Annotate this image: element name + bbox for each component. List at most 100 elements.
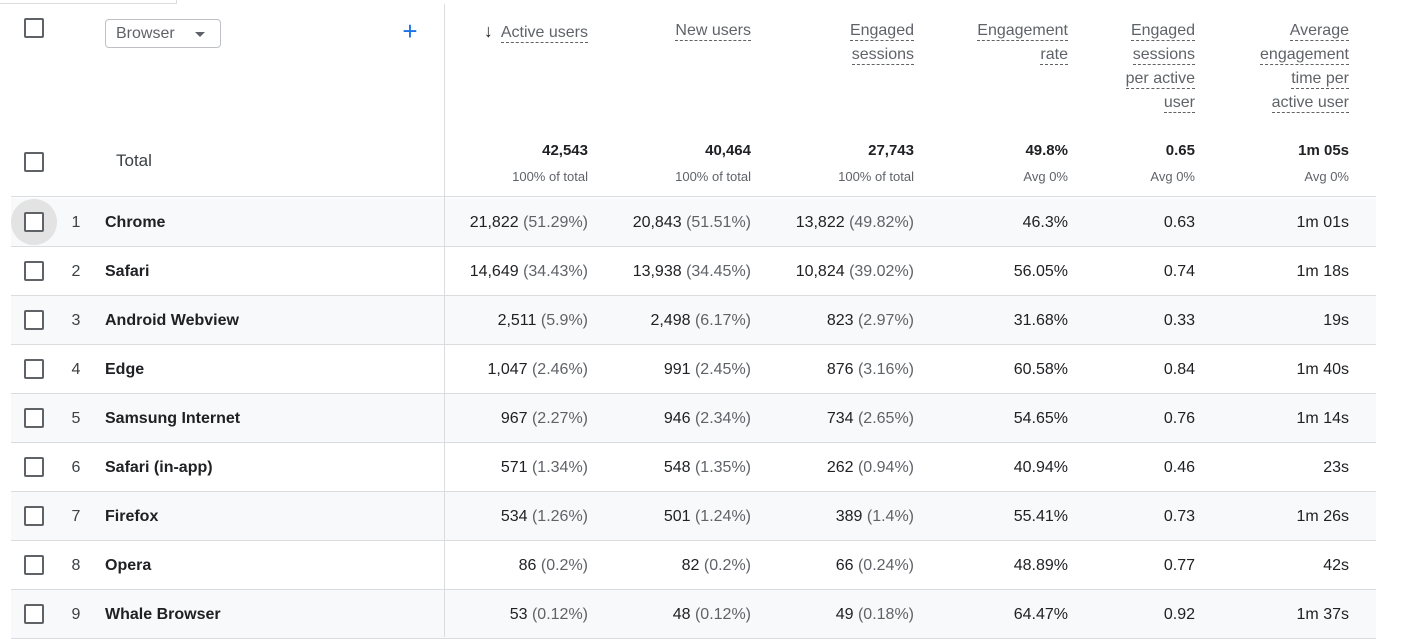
sessions-per-user-cell: 0.73: [1163, 508, 1195, 525]
total-subtext: Avg 0%: [1304, 169, 1349, 184]
total-subtext: Avg 0%: [1023, 169, 1068, 184]
column-header-engaged-sessions-per-user[interactable]: Engaged sessions per active user: [1125, 19, 1195, 115]
browser-name: Opera: [105, 557, 152, 574]
engaged-sessions-cell-value: 49: [835, 606, 854, 623]
column-header-active-users[interactable]: ↓ Active users: [484, 19, 588, 45]
active-users-cell-value: 2,511: [497, 312, 537, 329]
new-users-cell-value: 82: [681, 557, 700, 574]
active-users-cell: 53 (0.12%): [510, 606, 588, 624]
engagement-rate-cell: 55.41%: [1013, 508, 1068, 525]
row-checkbox[interactable]: [24, 408, 44, 428]
column-header-line: engagement: [1260, 43, 1349, 67]
browser-name: Safari: [105, 263, 150, 280]
column-header-text: New users: [675, 22, 751, 41]
top-border-tick: [176, 0, 177, 4]
column-header-text: Average: [1289, 22, 1349, 41]
row-rank: 2: [71, 263, 81, 280]
column-header-line: Engaged: [1126, 19, 1195, 43]
engaged-sessions-cell: 734 (2.65%): [827, 410, 914, 428]
column-header-avg-engagement-time[interactable]: Average engagement time per active user: [1260, 19, 1349, 115]
total-value: 1m 05s: [1298, 142, 1349, 159]
new-users-cell: 991 (2.45%): [664, 361, 751, 379]
dimension-dropdown[interactable]: Browser: [105, 19, 221, 48]
browser-name: Android Webview: [105, 312, 239, 329]
column-header-line: ↓ Active users: [484, 19, 588, 45]
new-users-cell-percent: (0.2%): [703, 557, 751, 574]
engaged-sessions-cell-value: 66: [835, 557, 854, 574]
avg-engagement-time-cell: 23s: [1323, 459, 1349, 476]
total-value: 49.8%: [1025, 142, 1068, 159]
engagement-rate-cell: 60.58%: [1013, 361, 1068, 378]
row-checkbox[interactable]: [24, 212, 44, 232]
new-users-cell: 48 (0.12%): [673, 606, 751, 624]
row-rank: 8: [71, 557, 81, 574]
engaged-sessions-cell: 389 (1.4%): [836, 508, 914, 526]
total-label: Total: [116, 151, 152, 170]
table-row[interactable]: [11, 394, 1376, 443]
table-row[interactable]: [11, 590, 1376, 639]
engaged-sessions-cell-percent: (49.82%): [849, 214, 914, 231]
add-dimension-plus-icon[interactable]: +: [402, 16, 418, 46]
new-users-cell-value: 20,843: [632, 214, 682, 231]
table-row[interactable]: [11, 541, 1376, 590]
new-users-cell-value: 13,938: [632, 263, 682, 280]
avg-engagement-time-cell: 1m 40s: [1296, 361, 1349, 378]
row-checkbox[interactable]: [24, 359, 44, 379]
column-header-new-users[interactable]: New users: [675, 19, 751, 43]
table-row[interactable]: [11, 247, 1376, 296]
new-users-cell: 82 (0.2%): [682, 557, 751, 575]
row-checkbox[interactable]: [24, 310, 44, 330]
sort-arrow-down-icon[interactable]: ↓: [483, 21, 493, 41]
browser-name: Safari (in-app): [105, 459, 213, 476]
new-users-cell-value: 548: [663, 459, 691, 476]
active-users-cell: 86 (0.2%): [519, 557, 588, 575]
sessions-per-user-cell: 0.77: [1163, 557, 1195, 574]
row-rank: 7: [71, 508, 81, 525]
row-checkbox[interactable]: [24, 261, 44, 281]
table-row[interactable]: [11, 443, 1376, 492]
table-row[interactable]: [11, 296, 1376, 345]
row-checkbox[interactable]: [24, 604, 44, 624]
engagement-rate-cell: 46.3%: [1022, 214, 1068, 231]
row-checkbox[interactable]: [24, 555, 44, 575]
new-users-cell-value: 501: [663, 508, 691, 525]
engaged-sessions-cell: 876 (3.16%): [827, 361, 914, 379]
engaged-sessions-cell: 66 (0.24%): [836, 557, 914, 575]
active-users-cell-percent: (5.9%): [540, 312, 588, 329]
table-row[interactable]: [11, 492, 1376, 541]
row-rank: 4: [71, 361, 81, 378]
avg-engagement-time-cell: 1m 37s: [1296, 606, 1349, 623]
column-header-text: Active users: [500, 24, 588, 43]
column-header-text: engagement: [1260, 46, 1349, 65]
sessions-per-user-cell: 0.74: [1163, 263, 1195, 280]
column-header-engaged-sessions[interactable]: Engaged sessions: [849, 19, 914, 67]
row-checkbox[interactable]: [24, 457, 44, 477]
column-header-line: per active: [1125, 67, 1195, 91]
column-header-text: sessions: [1132, 46, 1195, 65]
new-users-cell-percent: (51.51%): [686, 214, 751, 231]
engaged-sessions-cell-value: 734: [826, 410, 854, 427]
active-users-cell-percent: (34.43%): [523, 263, 588, 280]
table-row[interactable]: [11, 198, 1376, 247]
new-users-cell-percent: (2.45%): [694, 361, 751, 378]
engaged-sessions-cell-value: 876: [826, 361, 854, 378]
row-rank: 1: [71, 214, 81, 231]
engaged-sessions-cell-value: 823: [826, 312, 854, 329]
active-users-cell-percent: (1.34%): [531, 459, 588, 476]
new-users-cell-value: 48: [672, 606, 691, 623]
active-users-cell-value: 21,822: [469, 214, 519, 231]
total-subtext: 100% of total: [512, 169, 588, 184]
new-users-cell: 946 (2.34%): [664, 410, 751, 428]
select-all-checkbox[interactable]: [24, 18, 44, 38]
active-users-cell-value: 86: [518, 557, 537, 574]
sessions-per-user-cell: 0.84: [1163, 361, 1195, 378]
total-row-checkbox[interactable]: [24, 152, 44, 172]
column-header-text: time per: [1291, 70, 1349, 89]
column-header-line: sessions: [850, 43, 914, 67]
engaged-sessions-cell-value: 389: [835, 508, 863, 525]
column-header-engagement-rate[interactable]: Engagement rate: [977, 19, 1068, 67]
table-row[interactable]: [11, 345, 1376, 394]
row-checkbox[interactable]: [24, 506, 44, 526]
active-users-cell-value: 53: [509, 606, 528, 623]
new-users-cell: 548 (1.35%): [664, 459, 751, 477]
